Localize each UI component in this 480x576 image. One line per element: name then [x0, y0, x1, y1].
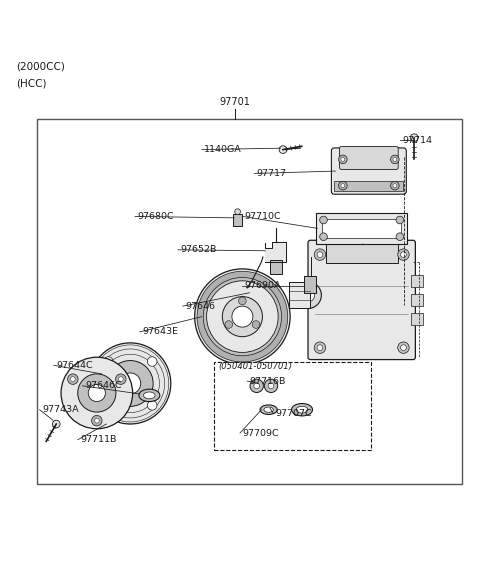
- Circle shape: [317, 252, 323, 257]
- Bar: [214, 362, 371, 450]
- Circle shape: [104, 357, 113, 366]
- Text: 97707C: 97707C: [276, 409, 312, 418]
- Text: 97701: 97701: [220, 97, 251, 107]
- Circle shape: [320, 216, 327, 224]
- Circle shape: [393, 157, 397, 161]
- Circle shape: [314, 342, 325, 354]
- Circle shape: [120, 373, 141, 394]
- Circle shape: [225, 321, 233, 328]
- Bar: [316, 213, 407, 244]
- Circle shape: [68, 374, 78, 384]
- Circle shape: [104, 400, 113, 410]
- Circle shape: [197, 271, 288, 362]
- Circle shape: [88, 384, 106, 401]
- Circle shape: [222, 297, 263, 337]
- Bar: [270, 260, 281, 274]
- Bar: [289, 282, 311, 308]
- Circle shape: [410, 134, 418, 142]
- Text: 97743A: 97743A: [42, 405, 79, 414]
- Text: (2000CC): (2000CC): [16, 61, 65, 71]
- Circle shape: [396, 233, 404, 241]
- Circle shape: [252, 321, 260, 328]
- Circle shape: [195, 269, 290, 365]
- Text: 97711B: 97711B: [80, 435, 117, 444]
- Text: 97714: 97714: [402, 135, 432, 145]
- Circle shape: [52, 420, 60, 428]
- Circle shape: [71, 377, 75, 381]
- Circle shape: [250, 379, 264, 392]
- Circle shape: [398, 342, 409, 354]
- Circle shape: [301, 289, 315, 302]
- Text: 97690A: 97690A: [245, 281, 281, 290]
- Circle shape: [341, 157, 345, 161]
- Circle shape: [95, 418, 99, 423]
- Bar: [334, 181, 404, 191]
- Bar: [410, 294, 422, 306]
- Ellipse shape: [139, 389, 160, 401]
- Circle shape: [90, 343, 171, 424]
- Circle shape: [268, 383, 274, 389]
- Bar: [410, 313, 422, 325]
- Ellipse shape: [260, 405, 277, 415]
- Text: 97643E: 97643E: [142, 327, 178, 336]
- Circle shape: [398, 249, 409, 260]
- Text: 97709C: 97709C: [242, 429, 279, 438]
- Text: 97646C: 97646C: [85, 381, 121, 391]
- FancyBboxPatch shape: [339, 146, 398, 169]
- Bar: [233, 214, 242, 226]
- Circle shape: [209, 283, 276, 350]
- Circle shape: [391, 155, 399, 164]
- Circle shape: [147, 357, 157, 366]
- Bar: [304, 276, 316, 293]
- Text: 97652B: 97652B: [180, 245, 217, 255]
- Circle shape: [396, 216, 404, 224]
- Bar: [326, 242, 397, 263]
- Circle shape: [78, 374, 116, 412]
- FancyBboxPatch shape: [308, 240, 415, 359]
- Polygon shape: [265, 242, 286, 262]
- Circle shape: [119, 377, 123, 381]
- Text: 1140GA: 1140GA: [204, 145, 242, 154]
- Text: (050401-050701): (050401-050701): [218, 362, 292, 371]
- Text: 97680C: 97680C: [137, 212, 174, 221]
- Circle shape: [295, 282, 322, 309]
- Bar: [410, 275, 422, 287]
- Circle shape: [401, 345, 406, 351]
- Text: 97716B: 97716B: [250, 377, 286, 385]
- Circle shape: [338, 181, 347, 190]
- Circle shape: [279, 146, 287, 153]
- Text: 97646: 97646: [185, 302, 215, 310]
- Circle shape: [393, 184, 397, 188]
- Circle shape: [232, 306, 253, 327]
- FancyBboxPatch shape: [331, 148, 406, 194]
- Circle shape: [239, 297, 246, 305]
- Circle shape: [338, 155, 347, 164]
- Circle shape: [401, 252, 406, 257]
- Circle shape: [264, 379, 278, 392]
- Circle shape: [391, 181, 399, 190]
- Bar: [322, 218, 401, 238]
- Circle shape: [235, 209, 240, 214]
- Circle shape: [203, 278, 281, 356]
- Ellipse shape: [264, 407, 273, 412]
- Circle shape: [314, 249, 325, 260]
- Text: 97710C: 97710C: [245, 212, 281, 221]
- Circle shape: [320, 233, 327, 241]
- Ellipse shape: [144, 392, 155, 399]
- Circle shape: [317, 345, 323, 351]
- Bar: [37, 119, 462, 484]
- Ellipse shape: [296, 406, 308, 413]
- Text: (HCC): (HCC): [16, 78, 46, 88]
- Circle shape: [116, 374, 126, 384]
- Text: 97717: 97717: [257, 169, 287, 178]
- Circle shape: [206, 281, 278, 353]
- Circle shape: [147, 400, 157, 410]
- Text: 97644C: 97644C: [56, 361, 93, 370]
- Circle shape: [61, 357, 132, 429]
- Circle shape: [92, 415, 102, 426]
- Circle shape: [341, 184, 345, 188]
- Circle shape: [254, 383, 260, 389]
- Circle shape: [108, 361, 153, 406]
- Ellipse shape: [291, 403, 312, 416]
